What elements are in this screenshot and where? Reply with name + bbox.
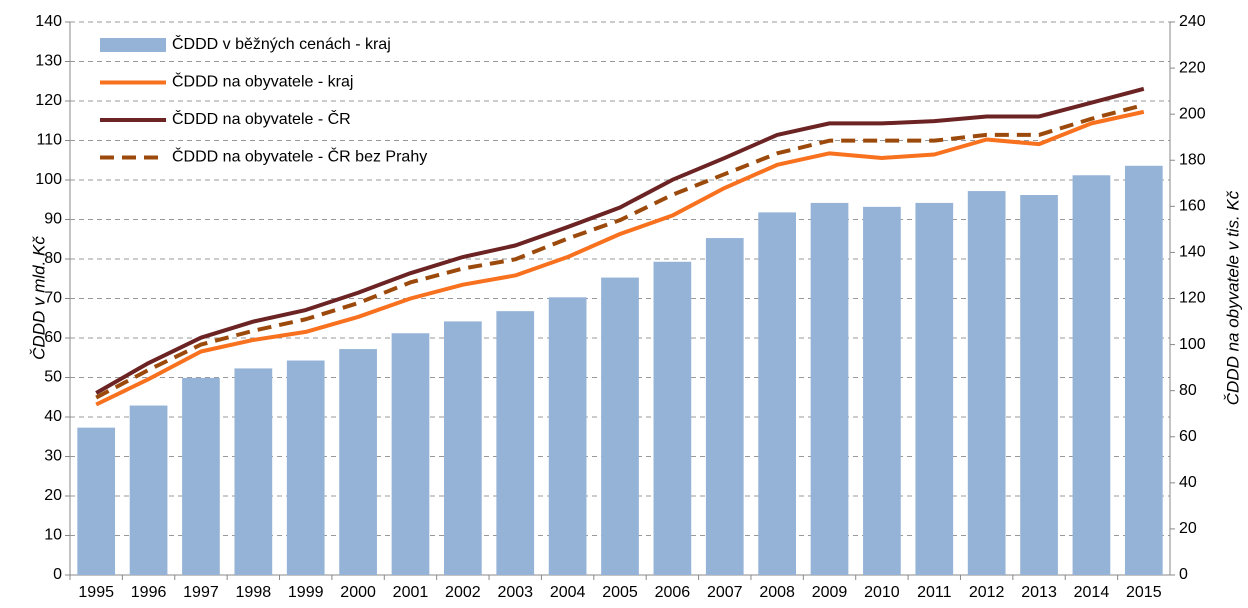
x-tick-label: 2001 xyxy=(393,584,429,601)
bar xyxy=(77,427,116,575)
bar xyxy=(1020,195,1058,575)
y-tick-label: 130 xyxy=(35,53,62,70)
y-tick-label: 140 xyxy=(35,13,62,30)
x-tick-label: 1995 xyxy=(78,584,114,601)
legend-label: ČDDD na obyvatele - kraj xyxy=(172,72,353,91)
bar xyxy=(339,349,377,575)
bar xyxy=(234,368,273,575)
y2-tick-label: 140 xyxy=(1179,244,1206,261)
bar xyxy=(1124,165,1163,575)
x-tick-label: 2015 xyxy=(1126,584,1162,601)
x-tick-label: 2006 xyxy=(655,584,691,601)
y-tick-label: 90 xyxy=(44,211,62,228)
y2-tick-label: 40 xyxy=(1179,474,1197,491)
y2-tick-label: 80 xyxy=(1179,382,1197,399)
y2-tick-label: 20 xyxy=(1179,520,1197,537)
x-tick-label: 2007 xyxy=(707,584,743,601)
x-tick-label: 2014 xyxy=(1074,584,1110,601)
bar xyxy=(391,333,430,575)
y-axis-title: ČDDD v mld. Kč xyxy=(29,236,48,360)
bar xyxy=(967,191,1006,575)
x-tick-label: 2003 xyxy=(497,584,533,601)
y-tick-label: 20 xyxy=(44,487,62,504)
y2-tick-label: 100 xyxy=(1179,336,1206,353)
legend-label: ČDDD v běžných cenách - kraj xyxy=(172,34,391,53)
x-tick-label: 2011 xyxy=(917,584,952,601)
bar xyxy=(758,212,796,575)
y2-axis-title: ČDDD na obyvatele v tis. Kč xyxy=(1223,190,1242,405)
bar xyxy=(548,297,587,575)
y2-tick-label: 0 xyxy=(1179,566,1188,583)
y2-tick-label: 220 xyxy=(1179,59,1206,76)
x-tick-label: 2008 xyxy=(759,584,795,601)
y2-tick-label: 240 xyxy=(1179,13,1206,30)
x-tick-label: 2012 xyxy=(969,584,1005,601)
y2-tick-label: 120 xyxy=(1179,290,1206,307)
bar xyxy=(863,206,901,576)
y-tick-label: 0 xyxy=(53,566,62,583)
x-tick-label: 1999 xyxy=(288,584,324,601)
y2-tick-label: 200 xyxy=(1179,105,1206,122)
x-tick-label: 2005 xyxy=(602,584,638,601)
legend-label: ČDDD na obyvatele - ČR xyxy=(172,109,351,128)
y-tick-label: 110 xyxy=(36,132,62,149)
y2-tick-label: 160 xyxy=(1179,198,1206,215)
line xyxy=(95,103,1145,400)
bar xyxy=(496,311,535,575)
x-tick-label: 2002 xyxy=(445,584,481,601)
bar xyxy=(182,377,220,575)
y-tick-label: 40 xyxy=(44,408,62,425)
bar xyxy=(915,202,954,575)
x-tick-label: 1997 xyxy=(183,584,219,601)
x-tick-label: 2000 xyxy=(340,584,376,601)
bar xyxy=(653,261,692,575)
y-tick-label: 100 xyxy=(35,171,62,188)
bar xyxy=(1072,175,1111,575)
bar xyxy=(129,405,168,575)
y-tick-label: 120 xyxy=(35,92,62,109)
y-tick-label: 30 xyxy=(44,448,62,465)
x-tick-label: 2009 xyxy=(812,584,848,601)
x-tick-label: 1996 xyxy=(131,584,167,601)
legend-swatch xyxy=(100,38,166,52)
y-tick-label: 80 xyxy=(44,250,62,267)
y-tick-label: 60 xyxy=(44,329,62,346)
x-tick-label: 2010 xyxy=(864,584,900,601)
legend-label: ČDDD na obyvatele - ČR bez Prahy xyxy=(172,147,427,166)
x-tick-label: 2004 xyxy=(550,584,586,601)
bar xyxy=(286,360,325,575)
line xyxy=(95,109,1145,407)
x-tick-label: 2013 xyxy=(1021,584,1057,601)
y-tick-label: 50 xyxy=(44,369,62,386)
y-tick-label: 70 xyxy=(44,290,62,307)
y-tick-label: 10 xyxy=(44,527,62,544)
line xyxy=(95,86,1145,395)
bar xyxy=(705,238,744,575)
y2-tick-label: 60 xyxy=(1179,428,1197,445)
bar xyxy=(444,321,482,575)
y2-tick-label: 180 xyxy=(1179,151,1206,168)
bar xyxy=(601,277,639,575)
bar xyxy=(810,202,849,575)
x-tick-label: 1998 xyxy=(236,584,272,601)
